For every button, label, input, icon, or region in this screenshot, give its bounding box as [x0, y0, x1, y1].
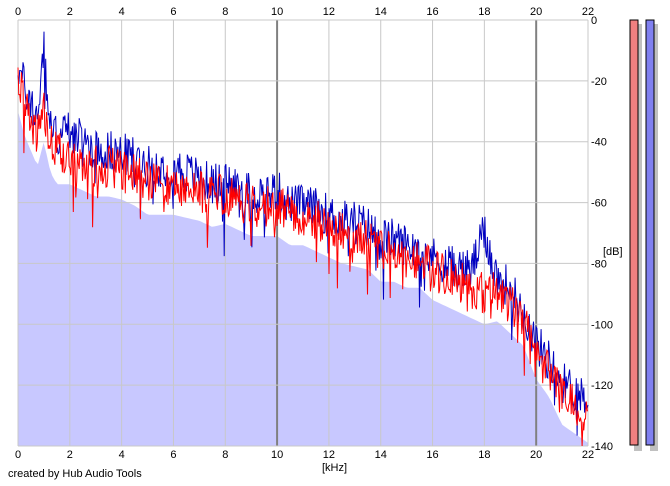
x-tick-label-bottom: 10	[271, 449, 283, 461]
x-tick-label-bottom: 6	[170, 449, 176, 461]
y-tick-label: -80	[591, 258, 607, 270]
x-tick-label-top: 12	[323, 6, 335, 18]
y-tick-label: 0	[591, 15, 597, 27]
y-tick-label: -20	[591, 76, 607, 88]
x-tick-label-top: 14	[375, 6, 387, 18]
x-tick-label-bottom: 14	[375, 449, 387, 461]
fill-area	[18, 111, 588, 447]
y-tick-label: -100	[591, 319, 613, 331]
spectrum-series	[17, 31, 589, 447]
x-tick-label-bottom: 0	[15, 449, 21, 461]
y-axis-label: [dB]	[603, 246, 623, 258]
x-tick-label-top: 22	[582, 6, 594, 18]
x-tick-label-bottom: 12	[323, 449, 335, 461]
x-tick-label-bottom: 20	[530, 449, 542, 461]
x-tick-label-bottom: 18	[478, 449, 490, 461]
x-tick-label-top: 0	[15, 6, 21, 18]
x-tick-label-bottom: 2	[67, 449, 73, 461]
x-tick-label-bottom: 16	[426, 449, 438, 461]
axis-ticks: 002244668810101212141416161818202022220-…	[15, 6, 613, 461]
x-tick-label-top: 18	[478, 6, 490, 18]
x-tick-label-bottom: 22	[582, 449, 594, 461]
x-tick-label-top: 10	[271, 6, 283, 18]
x-tick-label-top: 20	[530, 6, 542, 18]
x-tick-label-top: 6	[170, 6, 176, 18]
y-tick-label: -120	[591, 380, 613, 392]
level-meter-left	[629, 19, 642, 451]
x-tick-label-top: 2	[67, 6, 73, 18]
y-tick-label: -40	[591, 137, 607, 149]
x-tick-label-top: 4	[119, 6, 125, 18]
spectrum-fill-area	[18, 111, 588, 447]
x-tick-label-bottom: 4	[119, 449, 125, 461]
series-red-line	[17, 67, 589, 447]
level-meter-right	[645, 19, 658, 451]
y-tick-label: -60	[591, 198, 607, 210]
y-tick-label: -140	[591, 441, 613, 453]
x-tick-label-top: 8	[222, 6, 228, 18]
x-axis-label: [kHz]	[322, 462, 347, 474]
x-tick-label-bottom: 8	[222, 449, 228, 461]
x-tick-label-top: 16	[426, 6, 438, 18]
footer-credit: created by Hub Audio Tools	[8, 468, 142, 480]
